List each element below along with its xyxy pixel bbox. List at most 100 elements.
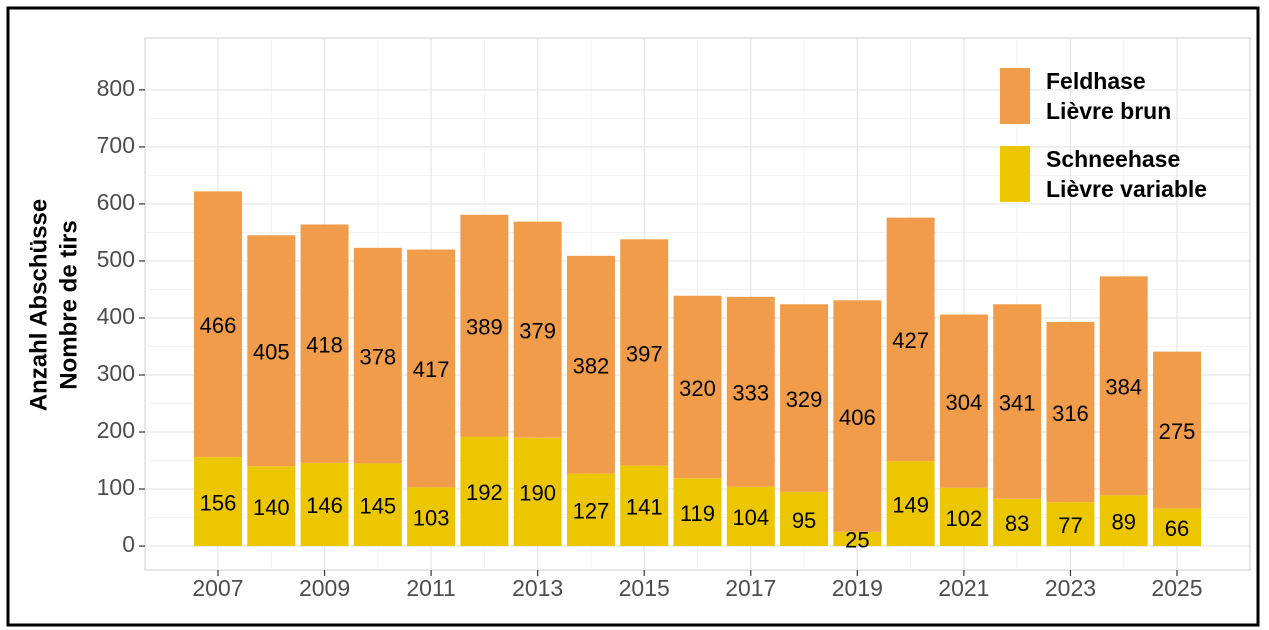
bar-segment [1046, 502, 1095, 547]
bar-segment [780, 304, 829, 492]
y-tick-label: 600 [97, 189, 135, 215]
y-axis-label: Nombre de tirs [55, 220, 82, 389]
bar-segment [513, 221, 562, 438]
data-label: 466 [200, 313, 237, 338]
x-tick-label: 2011 [406, 575, 455, 601]
data-label: 405 [253, 340, 290, 365]
data-label: 389 [466, 314, 503, 339]
data-label: 149 [892, 492, 929, 517]
y-tick-label: 800 [97, 75, 135, 101]
bar-segment [353, 463, 402, 547]
data-label: 119 [680, 501, 715, 526]
bar-segment [407, 249, 456, 488]
data-label: 333 [732, 381, 769, 406]
bar-segment [566, 255, 615, 474]
data-label: 89 [1111, 509, 1135, 534]
x-tick-label: 2013 [512, 575, 563, 601]
bar-segment [993, 304, 1042, 499]
legend-swatch [1000, 146, 1030, 202]
data-label: 140 [253, 495, 290, 520]
data-label: 192 [466, 480, 503, 505]
bar-segment [780, 491, 829, 547]
bar-segment [566, 473, 615, 547]
data-label: 141 [626, 495, 663, 520]
bar-segment [247, 466, 296, 547]
bar-segment [247, 235, 296, 467]
data-label: 104 [732, 505, 769, 530]
bar-segment [886, 461, 935, 547]
y-tick-label: 0 [122, 531, 135, 557]
data-label: 127 [573, 499, 610, 524]
bar-segment [993, 498, 1042, 547]
bar-segment [833, 300, 882, 532]
data-label: 25 [845, 528, 869, 553]
x-tick-label: 2025 [1151, 575, 1202, 601]
bar-segment [833, 531, 882, 547]
data-label: 418 [306, 332, 343, 357]
bar-segment [1153, 508, 1201, 547]
data-label: 103 [413, 505, 450, 530]
y-tick-label: 300 [97, 360, 135, 386]
bar-segment [460, 214, 509, 437]
legend-swatch [1000, 68, 1030, 124]
bar-segment [1046, 321, 1095, 503]
data-label: 382 [573, 354, 610, 379]
bar-segment [460, 436, 509, 547]
x-tick-label: 2019 [832, 575, 883, 601]
x-tick-label: 2009 [299, 575, 350, 601]
data-label: 77 [1058, 513, 1082, 538]
frame [6, 6, 1260, 627]
x-tick-label: 2023 [1045, 575, 1096, 601]
data-label: 397 [626, 341, 663, 366]
bar-segment [1099, 495, 1148, 547]
bar-segment [353, 247, 402, 464]
x-tick-label: 2007 [192, 575, 243, 601]
bar-segment [726, 296, 775, 487]
y-tick-label: 700 [97, 132, 135, 158]
data-label: 341 [999, 390, 1036, 415]
bar-segment [939, 314, 988, 488]
data-label: 83 [1005, 511, 1029, 536]
y-tick-label: 500 [97, 246, 135, 272]
x-tick-label: 2021 [938, 575, 989, 601]
legend-label: Feldhase Lièvre brun [1046, 68, 1172, 124]
bar-segment [886, 217, 935, 462]
data-label: 146 [306, 493, 343, 518]
bar-segment [1099, 276, 1148, 496]
data-label: 304 [946, 390, 983, 415]
bar-segment [620, 239, 669, 466]
bar-segment [673, 478, 722, 547]
data-label: 66 [1165, 516, 1189, 541]
data-label: 406 [839, 405, 876, 430]
x-tick-label: 2015 [619, 575, 670, 601]
bar-segment [194, 191, 242, 458]
data-label: 378 [359, 344, 396, 369]
y-axis-label: Anzahl Abschüsse [25, 199, 52, 412]
bar-segment [407, 487, 456, 547]
y-tick-label: 400 [97, 303, 135, 329]
data-label: 384 [1105, 375, 1142, 400]
bar-segment [620, 465, 669, 547]
bar-segment [300, 224, 349, 463]
legend-label: Schneehase Lièvre variable [1046, 146, 1208, 202]
data-label: 427 [892, 328, 929, 353]
bar-segment [939, 487, 988, 547]
x-tick-label: 2017 [725, 575, 776, 601]
bar-segment [194, 457, 242, 547]
bar-segment [726, 486, 775, 547]
data-label: 145 [359, 494, 396, 519]
data-label: 329 [786, 387, 823, 412]
bar-segment [513, 437, 562, 547]
bar-segment [300, 462, 349, 547]
data-label: 379 [519, 318, 556, 343]
bar-segment [1153, 351, 1201, 509]
data-label: 275 [1159, 419, 1196, 444]
y-tick-label: 200 [97, 417, 135, 443]
data-label: 417 [413, 357, 450, 382]
data-label: 95 [792, 508, 816, 533]
bar-segment [673, 295, 722, 479]
data-label: 156 [200, 490, 237, 515]
data-label: 320 [679, 376, 716, 401]
